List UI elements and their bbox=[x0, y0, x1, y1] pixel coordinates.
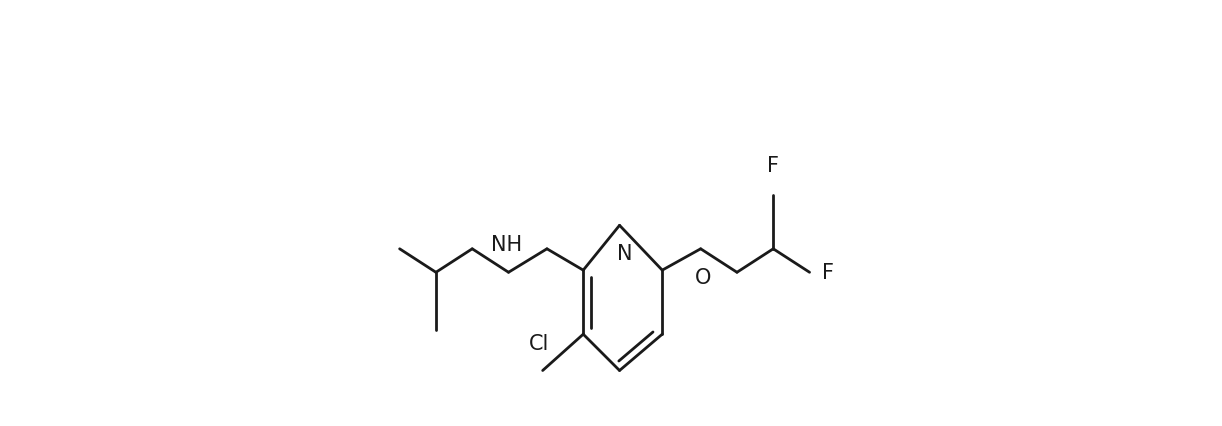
Text: O: O bbox=[694, 267, 711, 287]
Text: F: F bbox=[822, 263, 835, 282]
Text: N: N bbox=[617, 244, 633, 264]
Text: F: F bbox=[767, 155, 780, 176]
Text: Cl: Cl bbox=[529, 333, 550, 353]
Text: NH: NH bbox=[491, 235, 522, 255]
